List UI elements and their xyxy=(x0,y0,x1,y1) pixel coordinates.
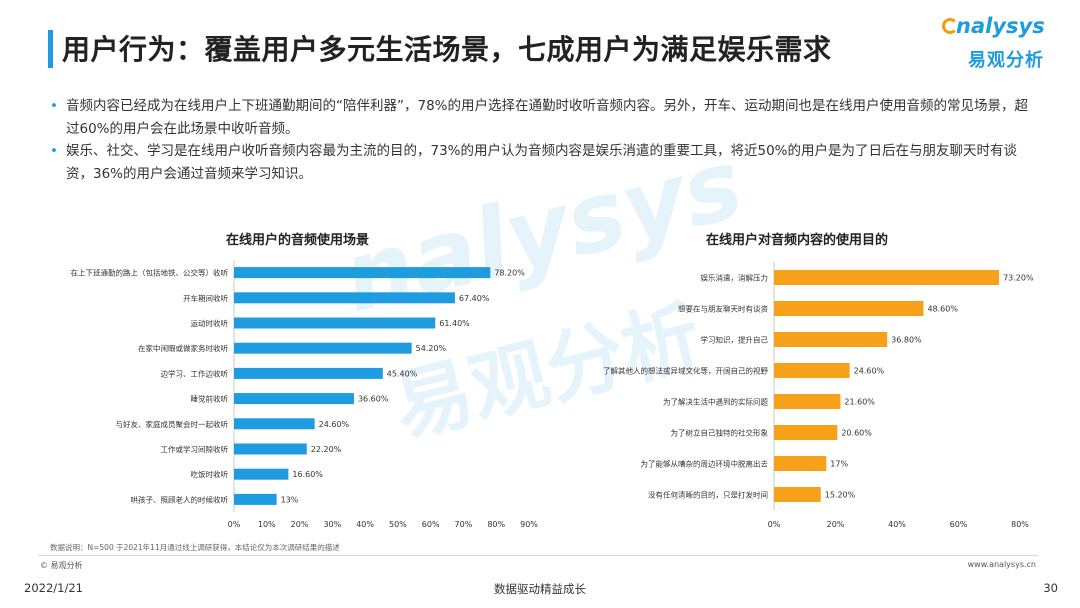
value-label: 36.60% xyxy=(358,395,389,404)
value-label: 61.40% xyxy=(439,319,470,328)
category-label: 为了解决生活中遇到的实际问题 xyxy=(663,397,768,407)
slogan: 数据驱动精益成长 xyxy=(494,582,586,596)
x-tick-label: 20% xyxy=(827,520,845,529)
copyright: © 易观分析 xyxy=(40,561,83,570)
category-label: 运动时收听 xyxy=(191,318,229,328)
x-tick-label: 0% xyxy=(228,520,241,529)
category-label: 没有任何清晰的目的，只是打发时间 xyxy=(648,490,768,500)
category-label: 哄孩子、照顾老人的时候收听 xyxy=(131,494,229,504)
x-tick-label: 60% xyxy=(950,520,968,529)
bar xyxy=(234,317,436,329)
bar xyxy=(774,363,850,378)
category-label: 想要在与朋友聊天时有谈资 xyxy=(678,304,768,314)
analysys-logo: nalysys 易观分析 xyxy=(938,14,1058,74)
value-label: 20.60% xyxy=(841,429,872,438)
bar xyxy=(234,267,491,279)
value-label: 22.20% xyxy=(311,445,342,454)
x-tick-label: 0% xyxy=(768,520,781,529)
report-date: 2022/1/21 xyxy=(24,581,83,595)
value-label: 24.60% xyxy=(854,367,885,376)
x-tick-label: 10% xyxy=(258,520,276,529)
chart-title-usage-purposes: 在线用户对音频内容的使用目的 xyxy=(706,233,889,248)
bar xyxy=(774,301,924,316)
x-tick-label: 60% xyxy=(422,520,440,529)
bar xyxy=(234,393,354,405)
x-tick-label: 20% xyxy=(291,520,309,529)
category-label: 工作或学习间隙收听 xyxy=(161,444,229,454)
logo-subtitle: 易观分析 xyxy=(968,50,1044,71)
footer-divider xyxy=(38,555,1038,556)
category-label: 娱乐消遣，消解压力 xyxy=(701,273,769,283)
value-label: 15.20% xyxy=(825,491,856,500)
x-tick-label: 30% xyxy=(323,520,341,529)
bar xyxy=(774,425,838,440)
x-tick-label: 70% xyxy=(455,520,473,529)
x-tick-label: 40% xyxy=(888,520,906,529)
page-number: 30 xyxy=(1043,581,1058,595)
bullet-item: 娱乐、社交、学习是在线用户收听音频内容最为主流的目的，73%的用户认为音频内容是… xyxy=(50,140,1035,185)
bar xyxy=(234,367,383,379)
bar xyxy=(234,342,412,354)
category-label: 与好友、家庭成员聚会时一起收听 xyxy=(116,419,229,429)
bullet-item: 音频内容已经成为在线用户上下班通勤期间的“陪伴利器”，78%的用户选择在通勤时收… xyxy=(50,95,1035,140)
x-tick-label: 80% xyxy=(1011,520,1029,529)
x-tick-label: 90% xyxy=(520,520,538,529)
website-link[interactable]: www.analysys.cn xyxy=(967,560,1036,569)
value-label: 36.80% xyxy=(891,336,922,345)
value-label: 78.20% xyxy=(494,269,525,278)
category-label: 睡觉前收听 xyxy=(191,394,229,404)
logo-a-icon xyxy=(942,18,958,34)
category-label: 了解其他人的想法或异域文化等，开阔自己的视野 xyxy=(603,366,768,376)
logo-wordmark: nalysys xyxy=(956,14,1045,38)
bar xyxy=(234,468,289,480)
value-label: 13% xyxy=(281,495,299,504)
category-label: 为了能够从嘈杂的周边环境中脱离出去 xyxy=(641,459,769,469)
category-label: 边学习、工作边收听 xyxy=(161,368,229,378)
x-tick-label: 50% xyxy=(389,520,407,529)
value-label: 48.60% xyxy=(927,305,958,314)
category-label: 吃饭时收听 xyxy=(191,469,229,479)
value-label: 54.20% xyxy=(416,344,447,353)
title-accent-bar xyxy=(48,30,53,68)
value-label: 45.40% xyxy=(387,369,418,378)
data-note: 数据说明：N=500 于2021年11月通过线上调研获得，本结论仅为本次调研结果… xyxy=(50,543,340,552)
value-label: 24.60% xyxy=(319,420,350,429)
bar-chart-usage-scenes: 在上下班通勤的路上（包括地铁、公交等）收听 78.20% 开车期间收听 67.40% 运… xyxy=(71,260,538,529)
x-tick-label: 80% xyxy=(487,520,505,529)
chart-title-usage-scenes: 在线用户的音频使用场景 xyxy=(226,233,370,248)
bar-chart-usage-purposes: 娱乐消遣，消解压力 73.20% 想要在与朋友聊天时有谈资 48.60% 学习知识，提升… xyxy=(603,262,1034,529)
value-label: 16.60% xyxy=(292,470,323,479)
bar xyxy=(234,493,277,505)
page-title: 用户行为：覆盖用户多元生活场景，七成用户为满足娱乐需求 xyxy=(62,33,832,66)
bar xyxy=(774,332,888,347)
category-label: 学习知识，提升自己 xyxy=(701,335,769,345)
value-label: 73.20% xyxy=(1003,274,1034,283)
summary-bullets: 音频内容已经成为在线用户上下班通勤期间的“陪伴利器”，78%的用户选择在通勤时收… xyxy=(50,95,1035,185)
bar xyxy=(774,394,841,409)
value-label: 21.60% xyxy=(844,398,875,407)
bar xyxy=(234,418,315,430)
bar xyxy=(234,292,455,304)
category-label: 在上下班通勤的路上（包括地铁、公交等）收听 xyxy=(71,268,229,278)
x-tick-label: 40% xyxy=(356,520,374,529)
bar xyxy=(774,270,1000,285)
category-label: 为了树立自己独特的社交形象 xyxy=(671,428,769,438)
bar xyxy=(774,456,827,471)
category-label: 开车期间收听 xyxy=(183,293,228,303)
value-label: 67.40% xyxy=(459,294,490,303)
bar xyxy=(234,443,307,455)
category-label: 在家中闲暇或做家务时收听 xyxy=(138,343,228,353)
value-label: 17% xyxy=(830,460,848,469)
bar xyxy=(774,487,821,502)
